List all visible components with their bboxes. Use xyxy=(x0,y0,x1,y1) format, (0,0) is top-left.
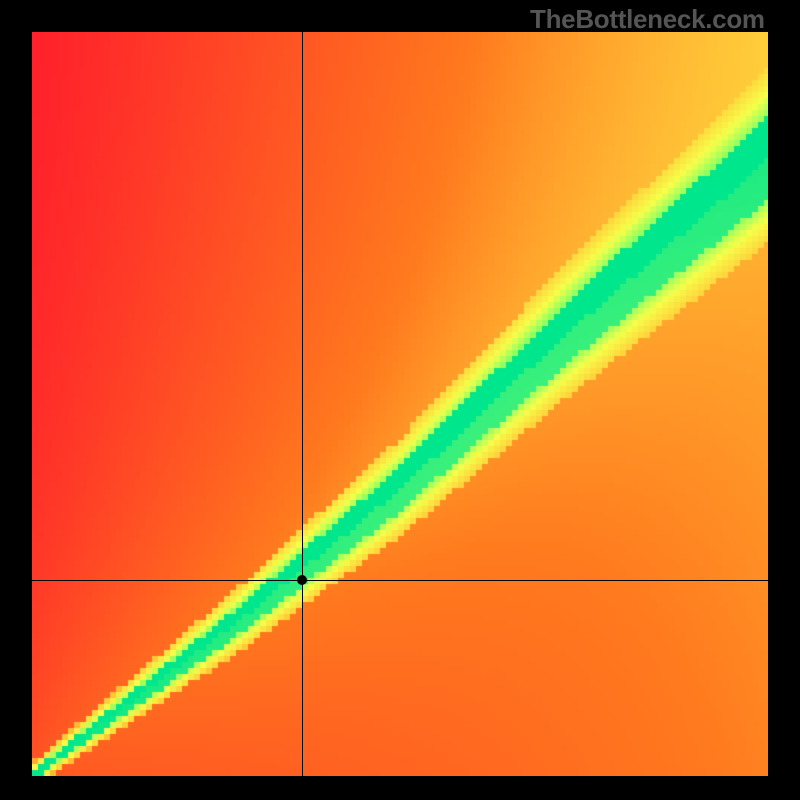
crosshair-marker xyxy=(297,575,307,585)
watermark-text: TheBottleneck.com xyxy=(530,4,765,35)
crosshair-vertical xyxy=(302,32,303,776)
bottleneck-heatmap xyxy=(32,32,768,776)
crosshair-horizontal xyxy=(32,580,768,581)
